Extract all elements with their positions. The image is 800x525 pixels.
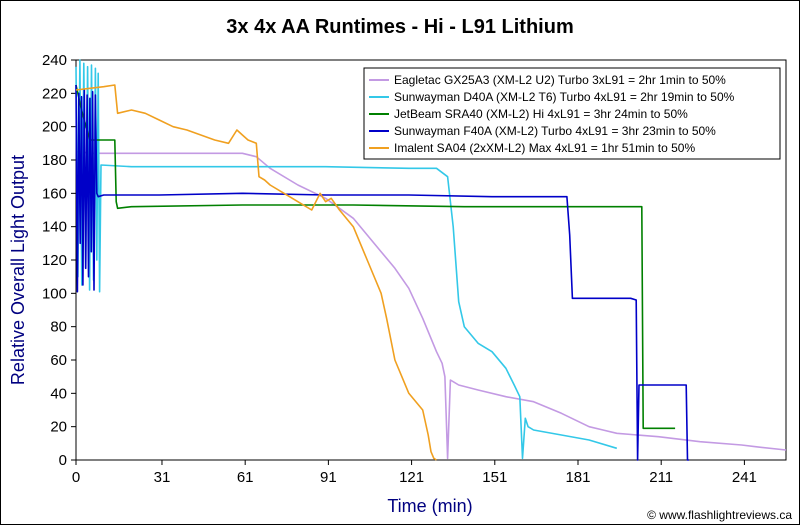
- y-tick-label: 80: [50, 319, 67, 336]
- legend-label-5: Imalent SA04 (2xXM-L2) Max 4xL91 = 1hr 5…: [394, 141, 695, 155]
- y-tick-label: 0: [59, 452, 67, 469]
- y-tick-label: 240: [42, 52, 67, 69]
- y-tick-label: 40: [50, 385, 67, 402]
- x-tick-label: 61: [237, 469, 254, 486]
- legend-label-3: JetBeam SRA40 (XM-L2) Hi 4xL91 = 3hr 24m…: [394, 107, 688, 121]
- y-tick-label: 220: [42, 85, 67, 102]
- x-tick-label: 241: [732, 469, 757, 486]
- y-axis-title: Relative Overall Light Output: [8, 155, 28, 385]
- x-tick-label: 31: [154, 469, 171, 486]
- credit-text: © www.flashlightreviews.ca: [647, 508, 792, 522]
- legend-label-4: Sunwayman F40A (XM-L2) Turbo 4xL91 = 3hr…: [394, 124, 716, 138]
- y-tick-label: 160: [42, 185, 67, 202]
- y-tick-label: 200: [42, 119, 67, 136]
- legend-label-2: Sunwayman D40A (XM-L2 T6) Turbo 4xL91 = …: [394, 90, 735, 104]
- x-tick-label: 0: [72, 469, 80, 486]
- x-tick-label: 91: [320, 469, 337, 486]
- chart-title: 3x 4x AA Runtimes - Hi - L91 Lithium: [226, 16, 573, 38]
- legend-box: [363, 67, 781, 160]
- x-tick-label: 121: [399, 469, 424, 486]
- series-line-1: [76, 150, 787, 460]
- y-tick-label: 120: [42, 252, 67, 269]
- x-tick-label: 181: [565, 469, 590, 486]
- y-tick-label: 140: [42, 219, 67, 236]
- x-tick-label: 151: [482, 469, 507, 486]
- x-tick-label: 211: [649, 469, 673, 486]
- legend-label-1: Eagletac GX25A3 (XM-L2 U2) Turbo 3xL91 =…: [394, 73, 726, 87]
- y-tick-label: 180: [42, 152, 67, 169]
- series-line-5: [75, 84, 437, 461]
- series-line-4: [75, 84, 689, 461]
- series-line-3: [75, 84, 676, 430]
- y-tick-label: 60: [50, 352, 67, 369]
- y-tick-label: 100: [42, 285, 67, 302]
- y-tick-label: 20: [50, 419, 67, 436]
- x-axis-title: Time (min): [387, 496, 472, 516]
